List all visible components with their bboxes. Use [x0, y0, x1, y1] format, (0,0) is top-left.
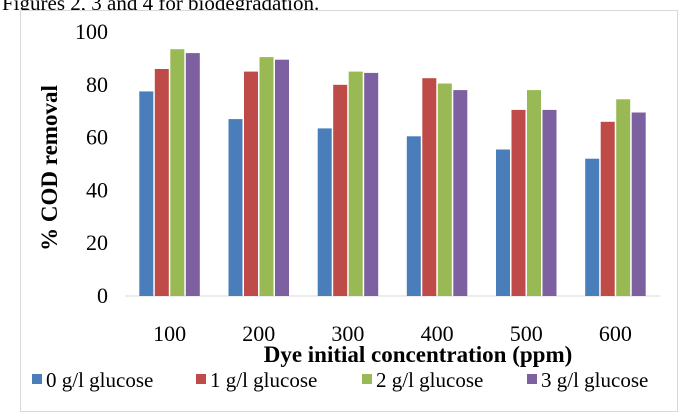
legend-item: 1 g/l glucose [196, 368, 317, 392]
legend-swatch [32, 374, 42, 384]
bar [139, 91, 154, 297]
bar [527, 90, 541, 296]
bar [228, 119, 243, 296]
y-tick-label: 20 [86, 230, 108, 255]
legend-label: 2 g/l glucose [376, 368, 483, 392]
bar [511, 109, 526, 297]
legend-swatch [362, 374, 372, 384]
y-tick-label: 80 [86, 72, 108, 97]
legend-item: 3 g/l glucose [527, 368, 648, 392]
bar [348, 71, 363, 296]
bar [364, 72, 379, 297]
y-tick-label: 40 [86, 177, 108, 202]
x-tick-label: 500 [510, 321, 543, 346]
bar [600, 121, 615, 296]
y-tick-label: 100 [75, 19, 108, 44]
bar [275, 59, 289, 297]
bar [496, 149, 510, 296]
bar [406, 136, 421, 296]
x-tick-label: 100 [153, 321, 186, 346]
x-axis-ticks: 100 200 300 400 500 600 [153, 321, 632, 346]
legend-label: 0 g/l glucose [46, 368, 153, 392]
x-axis-title: Dye initial concentration (ppm) [264, 342, 573, 367]
y-tick-label: 60 [86, 125, 108, 150]
bar [154, 69, 169, 296]
bar [244, 71, 258, 296]
x-tick-label: 300 [331, 321, 364, 346]
legend: 0 g/l glucose 1 g/l glucose 2 g/l glucose 3… [32, 368, 648, 392]
legend-label: 3 g/l glucose [541, 368, 648, 392]
bar [185, 53, 200, 296]
bar [333, 84, 348, 296]
legend-item: 2 g/l glucose [362, 368, 483, 392]
bar [616, 99, 631, 296]
bar [259, 57, 274, 296]
y-tick-label: 0 [97, 283, 108, 308]
bar [585, 158, 600, 296]
y-axis-title: % COD removal [37, 85, 62, 251]
legend-swatch [196, 374, 206, 384]
y-axis-ticks: 0 20 40 60 80 100 [75, 19, 108, 308]
bar [422, 78, 437, 296]
bar [631, 112, 646, 296]
bar [317, 128, 332, 296]
bar [170, 49, 185, 297]
bar [437, 83, 452, 296]
legend-item: 0 g/l glucose [32, 368, 153, 392]
bar [542, 109, 557, 297]
bars-group [139, 49, 646, 297]
x-tick-label: 400 [421, 321, 454, 346]
x-tick-label: 200 [242, 321, 275, 346]
x-tick-label: 600 [599, 321, 632, 346]
legend-swatch [527, 374, 537, 384]
bar [453, 90, 468, 296]
legend-label: 1 g/l glucose [210, 368, 317, 392]
